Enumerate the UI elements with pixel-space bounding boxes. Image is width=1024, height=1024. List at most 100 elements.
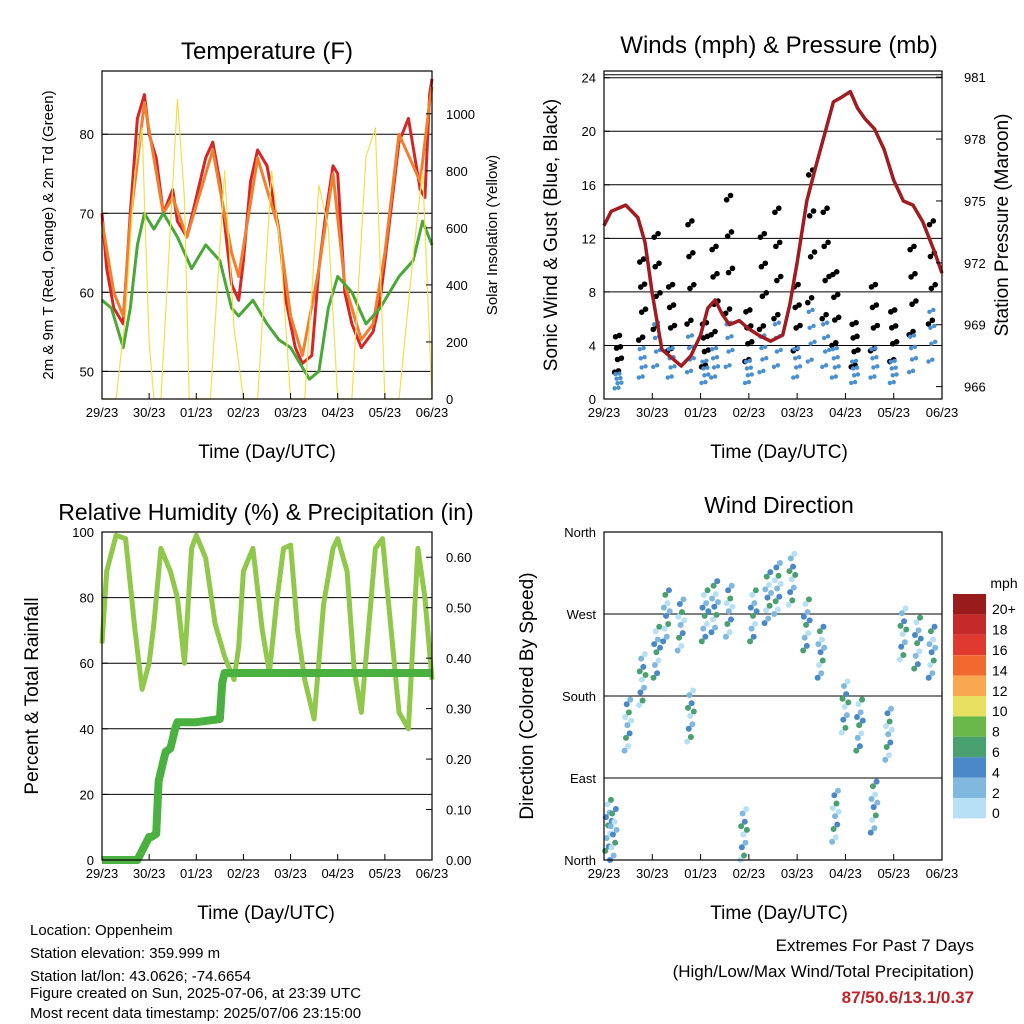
wind-point (794, 374, 800, 379)
direction-point (835, 808, 842, 815)
wind-point (833, 374, 838, 379)
direction-point (765, 581, 772, 588)
wind-point (796, 355, 802, 360)
direction-point (932, 644, 939, 651)
direction-point (625, 709, 632, 716)
wind-point (640, 374, 645, 379)
x-tick-label: 29/23 (588, 405, 621, 420)
gust-point (689, 218, 695, 224)
x-tick-label: 02/23 (733, 866, 766, 881)
wind-point (711, 365, 717, 370)
direction-point (816, 662, 823, 669)
wind-point (672, 364, 677, 369)
location-text: Location: Oppenheim (30, 922, 173, 939)
gust-point (911, 243, 917, 250)
x-tick-label: 01/23 (180, 866, 213, 881)
direction-point (610, 852, 617, 859)
panel-4: 29/23 30/23 01/23 02/23 03/23 04/23 05/23 06/23… (562, 492, 958, 924)
gust-point (747, 307, 753, 313)
direction-point (871, 825, 878, 832)
gust-point (724, 233, 731, 240)
direction-point (843, 691, 850, 698)
wind-point (704, 358, 709, 364)
wind-point (703, 379, 708, 385)
direction-point (608, 796, 615, 803)
y-tick-label: North (564, 525, 596, 540)
direction-point (638, 676, 645, 683)
gust-point (651, 234, 658, 240)
direction-point (684, 738, 691, 745)
wind-point (613, 371, 618, 377)
direction-point (703, 600, 710, 607)
direction-point (652, 628, 659, 635)
y-tick-label: South (562, 689, 596, 704)
direction-point (802, 600, 809, 607)
wind-point (807, 325, 812, 330)
direction-point (622, 734, 629, 741)
y-tick-label: 0 (87, 853, 94, 868)
wind-point (820, 364, 825, 370)
direction-point (641, 651, 648, 658)
y2-tick-label: 800 (446, 164, 468, 179)
wind-point (746, 379, 752, 385)
wind-point (874, 355, 879, 360)
direction-point (752, 587, 759, 594)
direction-point (901, 639, 908, 646)
direction-point (832, 834, 839, 841)
gust-point (776, 239, 783, 246)
wind-point (887, 380, 893, 386)
direction-point (687, 713, 694, 720)
direction-point (931, 623, 938, 630)
wind-point (831, 356, 837, 361)
direction-point (872, 812, 879, 819)
gust-point (657, 290, 663, 296)
direction-point (841, 703, 848, 710)
gust-point (670, 302, 677, 308)
gust-point (834, 291, 841, 298)
y-tick-label: East (570, 771, 596, 786)
wind-point (619, 380, 624, 385)
legend-swatch (953, 634, 986, 656)
gust-point (926, 221, 933, 228)
gust-point (652, 263, 658, 270)
wind-point (654, 363, 660, 368)
direction-point (688, 700, 695, 707)
wind-point (836, 364, 841, 369)
legend-swatch (953, 777, 986, 798)
gust-point (756, 326, 763, 333)
direction-point (845, 699, 852, 706)
wind-point (666, 346, 671, 352)
y2-tick-label: 0.30 (446, 702, 471, 717)
direction-point (687, 734, 694, 740)
y-tick-label: 0 (589, 392, 596, 407)
direction-point (857, 709, 864, 716)
direction-point (642, 672, 649, 679)
direction-point (637, 689, 644, 696)
direction-point (800, 647, 807, 654)
wind-point (638, 356, 643, 361)
y2-tick-label: 400 (446, 278, 468, 293)
wind-point (761, 368, 766, 374)
wind-point (871, 365, 876, 370)
x-tick-label: 03/23 (781, 405, 814, 420)
direction-point (856, 743, 863, 750)
direction-point (840, 716, 847, 723)
direction-point (801, 634, 808, 641)
wind-point (822, 349, 828, 354)
direction-point (639, 697, 646, 704)
gust-point (726, 306, 733, 312)
wind-point (726, 349, 731, 354)
gust-point (642, 306, 649, 312)
wind-point (744, 366, 750, 371)
legend-label: 14 (992, 662, 1008, 678)
direction-point (728, 582, 735, 589)
direction-point (674, 647, 681, 654)
direction-point (604, 801, 611, 808)
x-tick-label: 04/23 (829, 866, 862, 881)
wind-point (825, 334, 831, 339)
gust-point (821, 243, 827, 250)
wind-point (745, 373, 751, 378)
gust-point (925, 321, 932, 327)
y-tick-label: 8 (589, 285, 596, 300)
wind-point (821, 335, 827, 341)
